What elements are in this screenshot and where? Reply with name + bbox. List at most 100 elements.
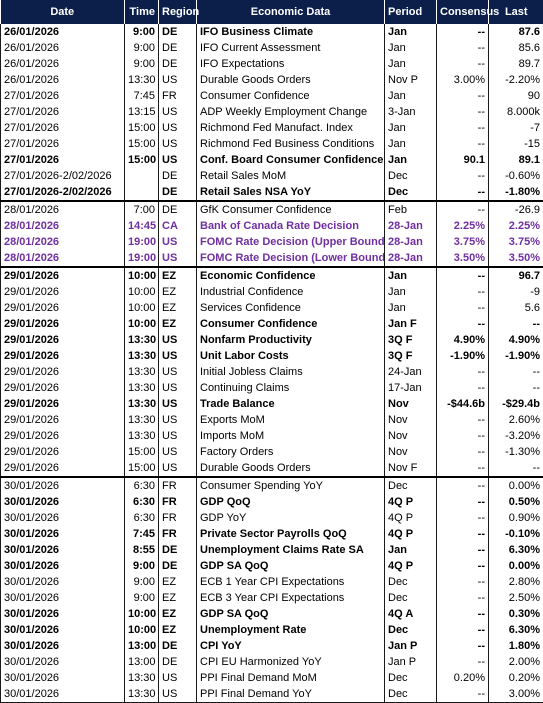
cell-period: Dec (385, 622, 437, 638)
cell-date: 29/01/2026 (1, 267, 125, 284)
cell-last: -9 (489, 284, 543, 300)
cell-last: 8.000k (489, 104, 543, 120)
cell-economic-data: IFO Expectations (197, 56, 385, 72)
cell-period: Jan (385, 136, 437, 152)
cell-last: -- (489, 316, 543, 332)
cell-last: 0.00% (489, 477, 543, 494)
cell-period: Nov F (385, 460, 437, 477)
cell-date: 27/01/2026 (1, 104, 125, 120)
cell-period: Dec (385, 184, 437, 201)
cell-last: 4.90% (489, 332, 543, 348)
cell-region: EZ (159, 622, 197, 638)
cell-date: 30/01/2026 (1, 510, 125, 526)
cell-time: 13:00 (125, 654, 159, 670)
cell-period: 17-Jan (385, 380, 437, 396)
cell-period: Feb (385, 201, 437, 218)
cell-period: Jan (385, 300, 437, 316)
cell-economic-data: Services Confidence (197, 300, 385, 316)
cell-period: Jan F (385, 316, 437, 332)
cell-region: FR (159, 494, 197, 510)
cell-period: 28-Jan (385, 234, 437, 250)
cell-period: Jan P (385, 654, 437, 670)
cell-economic-data: ADP Weekly Employment Change (197, 104, 385, 120)
cell-date: 29/01/2026 (1, 300, 125, 316)
cell-date: 29/01/2026 (1, 396, 125, 412)
cell-time: 10:00 (125, 267, 159, 284)
cell-last: -7 (489, 120, 543, 136)
cell-period: Dec (385, 590, 437, 606)
cell-date: 29/01/2026 (1, 332, 125, 348)
cell-economic-data: GDP SA QoQ (197, 606, 385, 622)
cell-date: 27/01/2026-2/02/2026 (1, 184, 125, 201)
cell-time: 13:30 (125, 396, 159, 412)
cell-date: 29/01/2026 (1, 380, 125, 396)
cell-last: -1.80% (489, 184, 543, 201)
cell-last: -0.60% (489, 168, 543, 184)
cell-region: US (159, 250, 197, 267)
cell-period: 4Q P (385, 510, 437, 526)
cell-date: 27/01/2026 (1, 120, 125, 136)
cell-economic-data: CPI EU Harmonized YoY (197, 654, 385, 670)
cell-region: US (159, 428, 197, 444)
cell-date: 30/01/2026 (1, 494, 125, 510)
cell-region: DE (159, 638, 197, 654)
cell-date: 30/01/2026 (1, 622, 125, 638)
cell-economic-data: Factory Orders (197, 444, 385, 460)
cell-period: Jan (385, 267, 437, 284)
cell-economic-data: Unit Labor Costs (197, 348, 385, 364)
cell-period: Nov (385, 444, 437, 460)
cell-consensus: -- (437, 24, 489, 40)
cell-consensus: -- (437, 300, 489, 316)
cell-region: US (159, 152, 197, 168)
cell-time: 9:00 (125, 558, 159, 574)
cell-date: 29/01/2026 (1, 348, 125, 364)
cell-region: FR (159, 477, 197, 494)
cell-last: 3.00% (489, 686, 543, 703)
cell-region: US (159, 120, 197, 136)
cell-last: -- (489, 460, 543, 477)
header-time: Time (125, 0, 159, 24)
cell-region: FR (159, 510, 197, 526)
cell-period: Jan P (385, 638, 437, 654)
cell-period: Jan (385, 120, 437, 136)
header-economic-data: Economic Data (197, 0, 385, 24)
cell-region: DE (159, 184, 197, 201)
cell-period: 28-Jan (385, 218, 437, 234)
cell-period: Jan (385, 56, 437, 72)
cell-date: 30/01/2026 (1, 477, 125, 494)
cell-time: 15:00 (125, 152, 159, 168)
cell-time: 19:00 (125, 250, 159, 267)
cell-economic-data: Conf. Board Consumer Confidence (197, 152, 385, 168)
cell-region: DE (159, 542, 197, 558)
cell-last: 3.50% (489, 250, 543, 267)
cell-consensus: -- (437, 494, 489, 510)
cell-region: FR (159, 88, 197, 104)
cell-period: 24-Jan (385, 364, 437, 380)
header-row: Date Time Region Economic Data Period Co… (1, 0, 543, 24)
cell-time: 9:00 (125, 56, 159, 72)
cell-last: 1.80% (489, 638, 543, 654)
cell-economic-data: Imports MoM (197, 428, 385, 444)
cell-time: 10:00 (125, 284, 159, 300)
cell-consensus: -- (437, 364, 489, 380)
cell-economic-data: PPI Final Demand YoY (197, 686, 385, 703)
cell-period: Jan (385, 284, 437, 300)
cell-date: 28/01/2026 (1, 218, 125, 234)
cell-last: 96.7 (489, 267, 543, 284)
cell-consensus: -- (437, 380, 489, 396)
cell-last: 2.00% (489, 654, 543, 670)
cell-period: Jan (385, 40, 437, 56)
cell-time: 6:30 (125, 510, 159, 526)
cell-economic-data: Bank of Canada Rate Decision (197, 218, 385, 234)
